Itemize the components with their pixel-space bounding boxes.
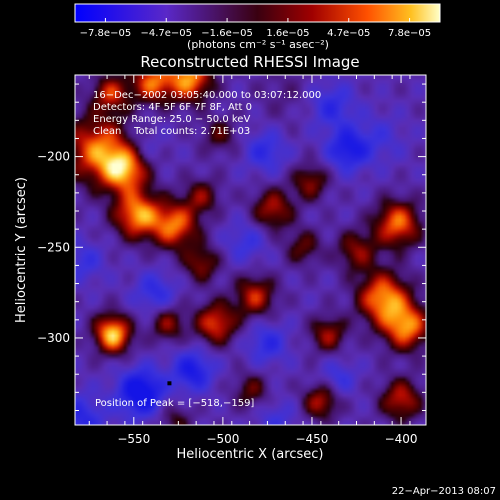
colorbar-tick-label: −4.7e−05: [140, 28, 192, 39]
y-axis-ticks: −200 −250 −300: [37, 83, 426, 411]
y-tick-label: −300: [37, 331, 70, 345]
colorbar: −7.8e−05 −4.7e−05 −1.6e−05 1.6e−05 4.7e−05 7.…: [74, 3, 441, 51]
peak-position-label: Position of Peak = [−518,−159]: [95, 398, 254, 409]
annotation-clean-counts: Clean Total counts: 2.71E+03: [93, 126, 250, 137]
peak-marker-dot: [167, 381, 172, 386]
colorbar-unit-label: (photons cm⁻² s⁻¹ asec⁻²): [187, 38, 329, 51]
x-tick-label: −450: [295, 432, 328, 446]
footer-date: 22−Apr−2013 08:07: [392, 486, 496, 497]
annotation-time-range: 16−Dec−2002 03:05:40.000 to 03:07:12.000: [93, 90, 321, 101]
colorbar-tick-label: 4.7e−05: [327, 28, 370, 39]
annotation-detectors: Detectors: 4F 5F 6F 7F 8F, Att 0: [93, 102, 252, 113]
annotation-block: 16−Dec−2002 03:05:40.000 to 03:07:12.000…: [93, 90, 321, 137]
heatmap-region: [75, 75, 426, 425]
y-axis-label: Heliocentric Y (arcsec): [14, 177, 29, 323]
annotation-energy-range: Energy Range: 25.0 − 50.0 keV: [93, 114, 250, 125]
x-axis-label: Heliocentric X (arcsec): [177, 447, 324, 462]
x-tick-label: −500: [206, 432, 239, 446]
colorbar-tick-label: 1.6e−05: [266, 28, 309, 39]
colorbar-gradient: [74, 3, 441, 23]
plot-frame: [74, 74, 427, 426]
colorbar-tick-label: 7.8e−05: [388, 28, 431, 39]
colorbar-tick-label: −1.6e−05: [201, 28, 253, 39]
y-tick-label: −200: [37, 150, 70, 164]
y-tick-label: −250: [37, 240, 70, 254]
colorbar-ticks: −7.8e−05 −4.7e−05 −1.6e−05 1.6e−05 4.7e−05 7.…: [80, 18, 431, 39]
heatmap-image: [75, 75, 426, 425]
chart-title: Reconstructed RHESSI Image: [140, 53, 359, 71]
peak-marker: [167, 381, 172, 386]
x-axis-ticks: −550 −500 −450 −400: [88, 75, 418, 446]
x-tick-label: −400: [385, 432, 418, 446]
x-tick-label: −550: [117, 432, 150, 446]
colorbar-tick-label: −7.8e−05: [80, 28, 132, 39]
